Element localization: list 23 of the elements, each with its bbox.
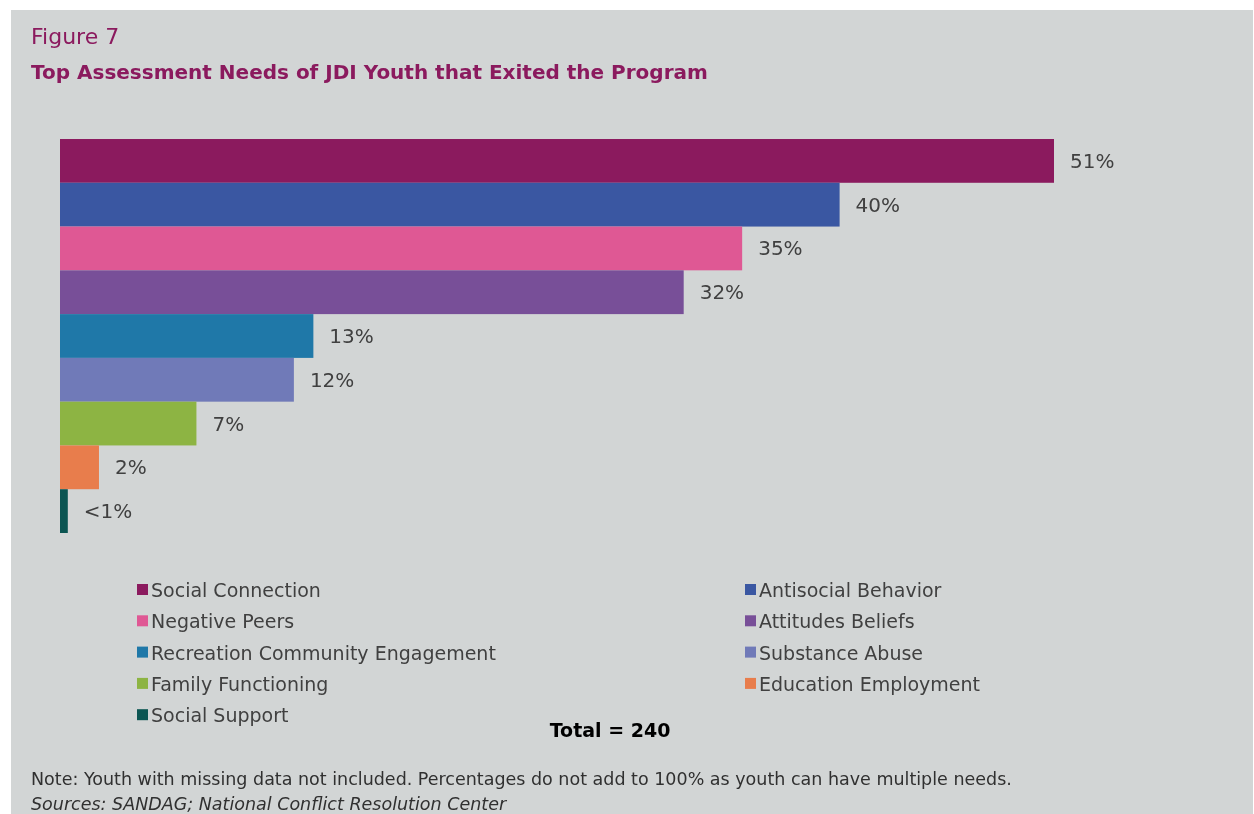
legend-label: Social Support (151, 704, 289, 727)
legend-label: Attitudes Beliefs (759, 610, 915, 633)
data-label: 35% (758, 236, 803, 261)
data-label: 32% (699, 280, 745, 305)
chart-subtitle: Top Assessment Needs of JDI Youth that Exited the Program (31, 60, 708, 84)
data-label: 7% (212, 411, 245, 436)
source-note: Sources: SANDAG; National Conflict Resolution Center (31, 794, 508, 814)
text: Total = 240 (549, 719, 671, 741)
data-label: 2% (114, 455, 147, 480)
legend-label: Recreation Community Engagement (151, 641, 496, 664)
data-label: <1% (83, 499, 133, 524)
data-label: 13% (329, 324, 374, 348)
legend-label: Social Connection (151, 579, 321, 601)
legend-label: Family Functioning (151, 672, 329, 695)
legend-label: Substance Abuse (759, 641, 924, 664)
legend-label: Antisocial Behavior (759, 579, 942, 601)
data-label: 40% (855, 192, 901, 217)
chart-title: Figure 7 (31, 24, 120, 49)
legend-label: Education Employment (759, 672, 981, 695)
text: Note: Youth with missing data not included. Percentages do not add to 100% as youth can have multiple needs. (31, 769, 1012, 789)
data-label: 51% (1070, 148, 1115, 173)
data-label: 12% (309, 367, 355, 392)
legend-label: Negative Peers (151, 610, 295, 633)
